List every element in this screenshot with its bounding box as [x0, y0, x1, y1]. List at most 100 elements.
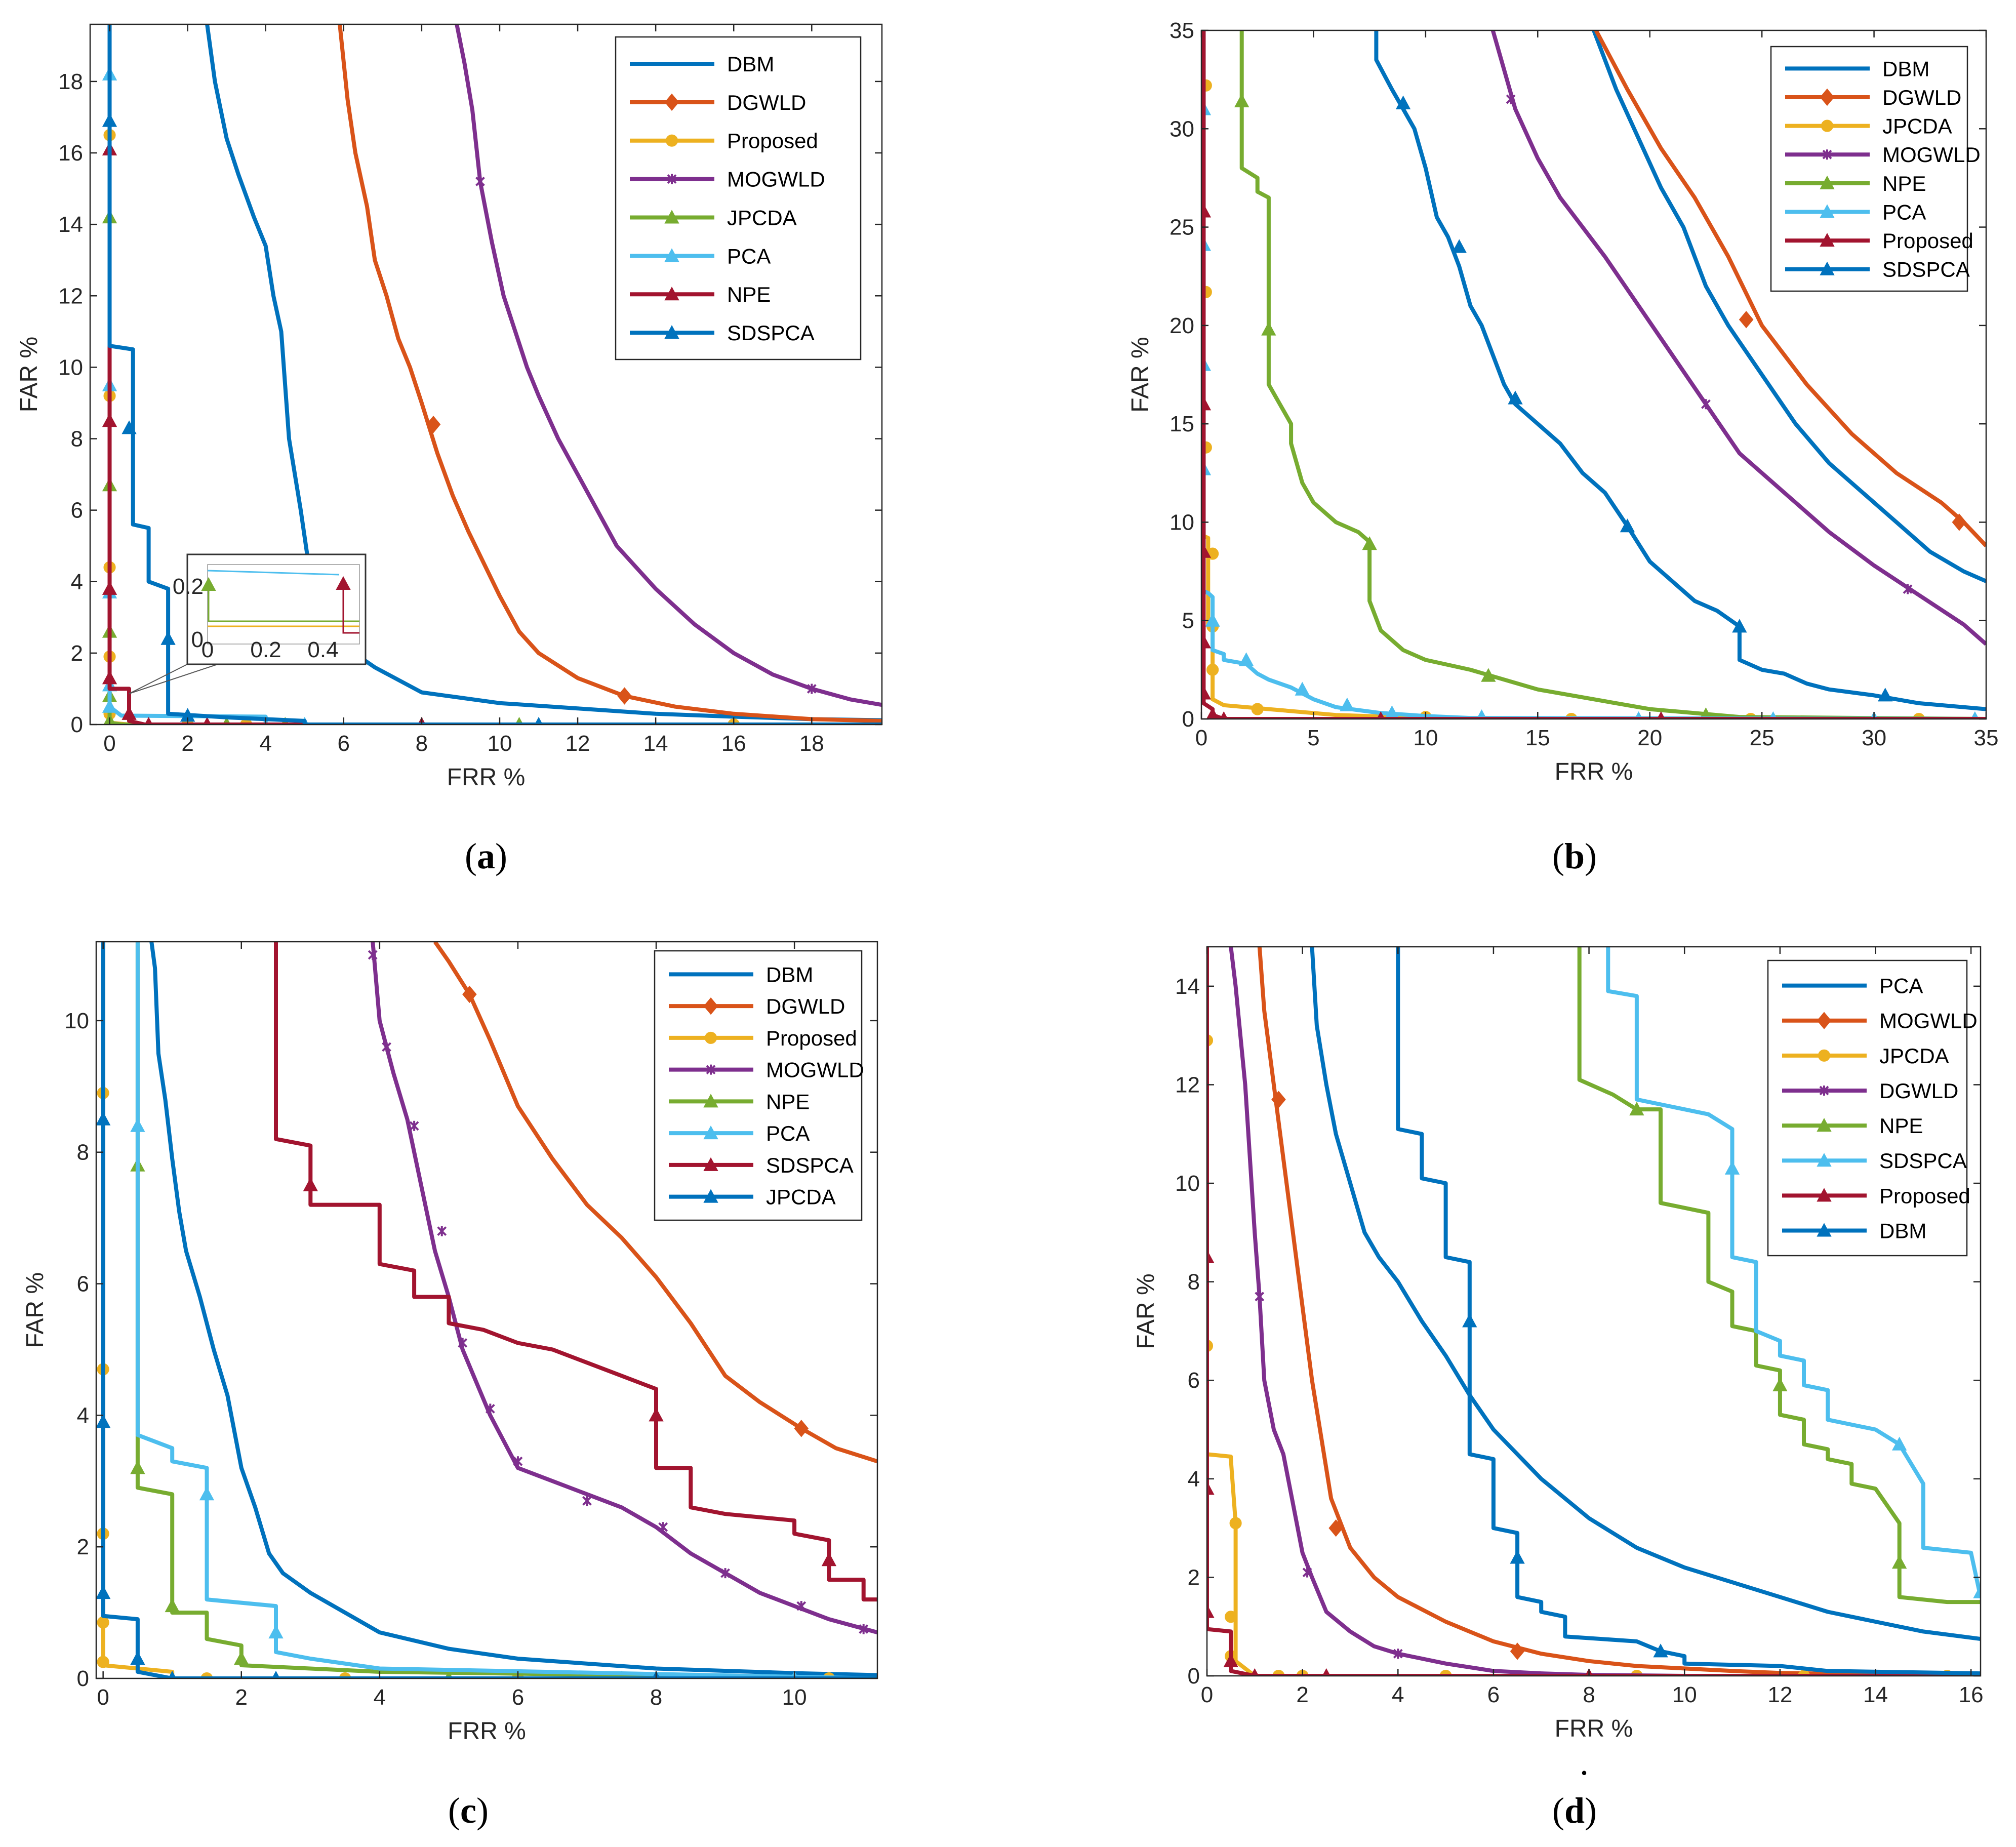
y-tick-label: 25: [1170, 215, 1194, 240]
data-marker-proposed: [1207, 1481, 1215, 1495]
legend-label-sdspca: SDSPCA: [1879, 1149, 1967, 1173]
legend-label-dbm: DBM: [727, 52, 774, 76]
legend-label-jpcda: JPCDA: [1879, 1044, 1949, 1068]
y-tick-label: 2: [71, 641, 83, 666]
series-line-mogwld: [1490, 30, 1986, 646]
series-line-dgwld: [1229, 947, 1981, 1676]
legend-marker-npe: [1817, 1117, 1832, 1132]
series-line-mogwld: [1257, 947, 1981, 1676]
legend-label-jpcda: JPCDA: [766, 1185, 836, 1209]
y-tick-label: 10: [1170, 510, 1194, 535]
legend-label-sdspca: SDSPCA: [727, 321, 815, 345]
legend-marker-mogwld: [1817, 1012, 1832, 1029]
legend-label-npe: NPE: [766, 1090, 810, 1113]
series-line-dgwld: [433, 942, 877, 1464]
series-group: [102, 24, 882, 725]
x-axis-label: FRR %: [1555, 758, 1633, 785]
y-tick-label: 2: [77, 1535, 89, 1559]
data-marker-mogwld: [458, 1338, 468, 1348]
data-marker-proposed: [97, 1656, 109, 1668]
data-marker-npe: [1891, 1555, 1907, 1569]
x-tick-label: 20: [1637, 726, 1662, 750]
data-marker-dbm: [1510, 1550, 1525, 1564]
data-marker-sdspca: [1724, 1160, 1740, 1175]
x-tick-label: 4: [259, 731, 271, 756]
legend-marker-npe: [1820, 175, 1835, 189]
data-marker-mogwld: [382, 1041, 391, 1052]
data-marker-proposed: [1201, 544, 1212, 558]
data-marker-dgwld: [1255, 1291, 1265, 1302]
legend-marker-proposed: [1817, 1188, 1832, 1202]
x-tick-label: 8: [1583, 1682, 1595, 1707]
y-tick-label: 14: [1175, 974, 1200, 999]
data-marker-mogwld: [807, 684, 817, 694]
legend-marker-dbm: [1817, 1223, 1832, 1237]
data-marker-dbm: [1653, 1643, 1668, 1658]
y-tick-label: 30: [1170, 116, 1194, 141]
series-line-npe: [1577, 947, 1981, 1604]
x-tick-label: 0: [1201, 1682, 1213, 1707]
legend-label-jpcda: JPCDA: [1882, 114, 1952, 138]
x-axis-label: FRR %: [448, 1718, 526, 1745]
legend-box: [654, 950, 863, 1221]
data-marker-mogwld: [658, 1522, 668, 1533]
series-line-pca: [135, 942, 877, 1678]
inset-line-jpcda: [208, 585, 359, 622]
data-marker-npe: [1772, 1377, 1788, 1391]
caption-paren-open: (: [448, 1790, 460, 1831]
data-marker-pca: [1340, 697, 1355, 711]
caption-letter: c: [460, 1790, 476, 1831]
x-tick-label: 14: [1863, 1682, 1888, 1707]
data-marker-npe: [102, 413, 117, 427]
chart-panel-d: 0 2 4 6 8 10 12 14 16 0 2 4 6 8 10 12 14 FRR % FAR % PCA MOG…: [1133, 946, 1984, 1831]
data-marker-jpcda: [1206, 663, 1219, 676]
x-tick-label: 0: [103, 731, 115, 756]
legend-label-sdspca: SDSPCA: [766, 1153, 854, 1177]
data-marker-sdspca: [1732, 619, 1747, 633]
y-tick-label: 6: [77, 1272, 89, 1297]
legend-marker-sdspca: [1817, 1153, 1832, 1167]
data-marker-mogwld: [1506, 94, 1516, 104]
y-tick-label: 8: [77, 1140, 89, 1165]
series-line-dgwld: [1594, 30, 1986, 547]
y-tick-label: 6: [71, 498, 83, 523]
inset-axes: [207, 564, 360, 645]
data-marker-jpcda: [96, 1585, 111, 1599]
series-line-sdspca: [274, 942, 877, 1602]
series-line-proposed: [1207, 947, 1981, 1676]
y-tick-label: 2: [1188, 1565, 1200, 1590]
data-marker-sdspca: [1451, 239, 1467, 253]
legend-marker-sdspca: [703, 1157, 718, 1171]
inset-connector: [129, 664, 188, 694]
data-marker-mogwld: [796, 1601, 807, 1612]
legend-marker-proposed: [1820, 232, 1835, 247]
data-marker-mogwld: [720, 1568, 731, 1579]
y-tick-label: 16: [58, 141, 83, 166]
data-marker-proposed: [1201, 396, 1212, 411]
series-line-npe: [135, 942, 877, 1678]
data-marker-dgwld: [1739, 311, 1754, 329]
data-marker-mogwld: [437, 1226, 447, 1236]
legend-label-jpcda: JPCDA: [727, 206, 797, 229]
data-marker-mogwld: [475, 176, 485, 187]
panel-caption: (d): [1552, 1790, 1597, 1831]
inset-marker: [201, 577, 216, 591]
caption-paren-close: ): [495, 836, 507, 876]
series-line-dbm: [1396, 947, 1981, 1676]
y-tick-label: 8: [71, 427, 83, 452]
legend-label-proposed: Proposed: [1882, 229, 1973, 253]
y-tick-label: 6: [1188, 1368, 1200, 1393]
series-line-jpcda: [1201, 30, 1986, 719]
caption-letter: d: [1564, 1790, 1585, 1831]
data-marker-dgwld: [1393, 1649, 1403, 1659]
data-marker-proposed: [1201, 204, 1212, 218]
caption-paren-close: ): [476, 1790, 489, 1831]
legend-marker-pca: [664, 248, 679, 262]
legend-marker-proposed: [704, 1031, 717, 1044]
legend-marker-jpcda: [703, 1189, 718, 1203]
panel-caption: (c): [448, 1790, 489, 1831]
data-marker-npe: [122, 706, 137, 720]
data-marker-sdspca: [122, 420, 137, 434]
legend-label-dgwld: DGWLD: [727, 91, 806, 114]
